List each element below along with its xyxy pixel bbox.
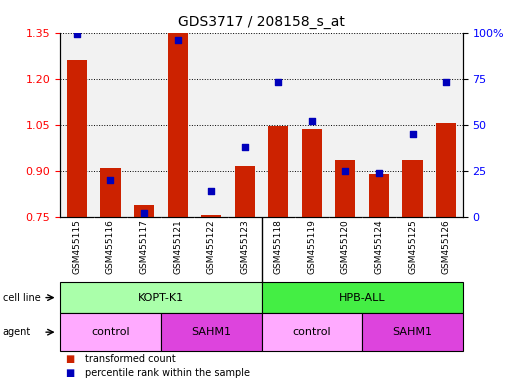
Text: GSM455126: GSM455126: [441, 219, 451, 274]
Bar: [60, 282, 262, 313]
Point: [341, 168, 349, 174]
Text: GSM455125: GSM455125: [408, 219, 417, 274]
Bar: [362, 313, 463, 351]
Text: SAHM1: SAHM1: [393, 327, 433, 337]
Text: control: control: [292, 327, 331, 337]
Point: [174, 37, 182, 43]
Bar: [60, 313, 161, 351]
Bar: [100, 168, 121, 217]
Text: percentile rank within the sample: percentile rank within the sample: [85, 368, 250, 378]
Text: cell line: cell line: [3, 293, 40, 303]
Bar: [262, 282, 463, 313]
Point: [73, 31, 81, 38]
Text: SAHM1: SAHM1: [191, 327, 231, 337]
Bar: [335, 160, 356, 217]
Bar: [235, 166, 255, 217]
Text: ■: ■: [65, 354, 75, 364]
Bar: [134, 205, 154, 217]
Text: GSM455116: GSM455116: [106, 219, 115, 274]
Point: [274, 79, 282, 86]
Bar: [161, 313, 262, 351]
Text: KOPT-K1: KOPT-K1: [138, 293, 184, 303]
Text: GSM455118: GSM455118: [274, 219, 283, 274]
Bar: [403, 160, 423, 217]
Bar: [436, 123, 456, 217]
Text: transformed count: transformed count: [85, 354, 176, 364]
Point: [106, 177, 115, 183]
Title: GDS3717 / 208158_s_at: GDS3717 / 208158_s_at: [178, 15, 345, 29]
Bar: [167, 31, 188, 217]
Text: GSM455119: GSM455119: [308, 219, 316, 274]
Text: GSM455120: GSM455120: [341, 219, 350, 274]
Bar: [369, 174, 389, 217]
Bar: [302, 129, 322, 217]
Text: GSM455117: GSM455117: [140, 219, 149, 274]
Point: [375, 170, 383, 176]
Point: [308, 118, 316, 124]
Text: ■: ■: [65, 368, 75, 378]
Bar: [201, 215, 221, 217]
Bar: [262, 313, 362, 351]
Text: GSM455123: GSM455123: [240, 219, 249, 274]
Text: GSM455124: GSM455124: [374, 219, 383, 273]
Text: control: control: [91, 327, 130, 337]
Point: [442, 79, 450, 86]
Bar: [268, 126, 288, 217]
Text: GSM455115: GSM455115: [72, 219, 82, 274]
Point: [241, 144, 249, 150]
Point: [207, 188, 215, 194]
Bar: [67, 60, 87, 217]
Text: GSM455121: GSM455121: [173, 219, 182, 274]
Point: [408, 131, 417, 137]
Point: [140, 210, 148, 216]
Text: agent: agent: [3, 327, 31, 337]
Text: HPB-ALL: HPB-ALL: [339, 293, 385, 303]
Text: GSM455122: GSM455122: [207, 219, 215, 273]
